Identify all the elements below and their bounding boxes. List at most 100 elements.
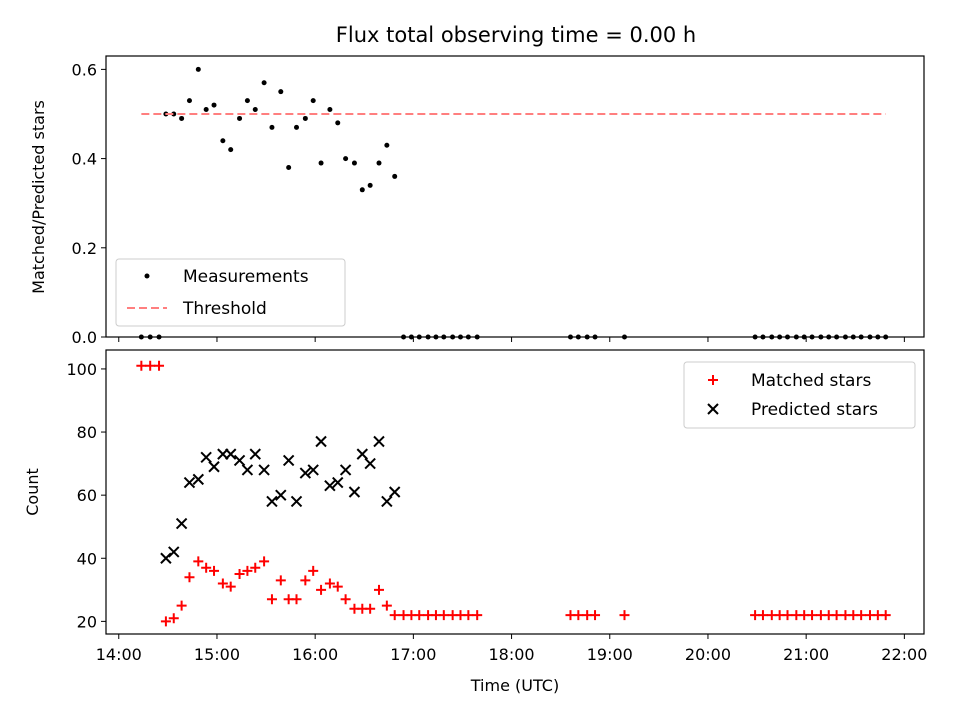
measurement-point <box>211 102 217 108</box>
measurement-point <box>310 98 316 104</box>
matched-star-point <box>275 575 286 586</box>
matched-star-point <box>389 610 400 621</box>
measurement-point <box>186 98 192 104</box>
predicted-star-point <box>356 448 369 460</box>
legend-matched-marker <box>708 375 718 385</box>
predicted-star-point <box>324 479 336 492</box>
measurement-point <box>465 334 471 340</box>
matched-star-point <box>340 594 351 605</box>
x-axis-label: Time (UTC) <box>470 676 559 695</box>
legend-predicted-marker <box>707 403 719 415</box>
measurement-point <box>294 124 300 130</box>
legend-threshold-label: Threshold <box>182 299 267 319</box>
measurement-point <box>367 182 373 188</box>
bottom-y-tick-label: 20 <box>77 612 97 631</box>
matched-star-point <box>168 613 179 624</box>
matched-star-point <box>225 581 236 592</box>
measurement-point <box>384 142 390 148</box>
legend-predicted-label: Predicted stars <box>751 400 878 420</box>
predicted-star-point <box>225 448 237 460</box>
top-y-tick-label: 0.6 <box>72 60 97 79</box>
predicted-star-point <box>388 486 401 498</box>
top-y-tick-label: 0.2 <box>72 239 97 258</box>
measurement-point <box>147 334 153 340</box>
measurement-point <box>408 334 414 340</box>
measurement-point <box>156 334 162 340</box>
matched-star-point <box>145 360 156 371</box>
bottom-legend: Matched stars Predicted stars <box>683 361 916 429</box>
predicted-star-point <box>290 495 303 508</box>
top-panel-frame <box>105 55 925 338</box>
measurement-point <box>179 115 185 121</box>
matched-star-point <box>880 610 891 621</box>
top-y-tick-label: 0.0 <box>72 328 97 347</box>
predicted-star-point <box>332 476 344 489</box>
top-y-tick-label: 0.4 <box>72 150 97 169</box>
measurement-point <box>858 334 864 340</box>
predicted-star-point <box>208 461 220 473</box>
measurement-point <box>769 334 775 340</box>
measurement-point <box>850 334 856 340</box>
predicted-star-point <box>183 476 196 489</box>
measurement-point <box>302 115 308 121</box>
measurement-point <box>875 334 881 340</box>
measurement-point <box>261 80 267 86</box>
legend-measurements-label: Measurements <box>183 267 309 287</box>
matched-star-point <box>373 584 384 595</box>
predicted-star-point <box>168 546 180 558</box>
x-tick-label: 21:00 <box>783 645 829 664</box>
matched-star-point <box>201 562 212 573</box>
predicted-star-point <box>200 451 212 463</box>
matched-star-point <box>438 610 449 621</box>
predicted-star-point <box>381 495 393 508</box>
x-tick-label: 14:00 <box>96 645 142 664</box>
predicted-star-point <box>339 464 352 476</box>
measurement-point <box>793 334 799 340</box>
matched-star-point <box>807 610 818 621</box>
matched-star-point <box>856 610 867 621</box>
measurement-point <box>457 334 463 340</box>
bottom-y-axis-label: Count <box>23 468 42 516</box>
matched-star-point <box>209 565 220 576</box>
predicted-star-point <box>364 457 376 470</box>
matched-star-point <box>217 578 228 589</box>
predicted-star-point <box>175 517 188 530</box>
matched-star-point <box>154 360 165 371</box>
bottom-panel-frame <box>105 349 925 635</box>
measurement-point <box>834 334 840 340</box>
matched-star-point <box>831 610 842 621</box>
predicted-star-point <box>299 467 312 479</box>
predicted-star-point <box>258 464 270 476</box>
measurement-point <box>269 124 275 130</box>
top-panel: 0.0 0.2 0.4 0.6 Matched/Predicted stars Mea… <box>29 55 925 347</box>
matched-star-point <box>259 556 270 567</box>
measurement-point <box>450 334 456 340</box>
matched-star-point <box>332 581 343 592</box>
top-x-ticks <box>118 337 905 342</box>
measurement-point <box>286 165 292 171</box>
x-tick-label: 18:00 <box>489 645 535 664</box>
measurement-point <box>228 147 234 153</box>
x-tick-label: 15:00 <box>194 645 240 664</box>
bottom-legend-box <box>683 361 916 429</box>
matched-star-point <box>757 610 768 621</box>
measurement-point <box>220 138 226 144</box>
x-tick-label: 22:00 <box>881 645 927 664</box>
matched-star-point <box>193 556 204 567</box>
measurement-point <box>425 334 431 340</box>
matched-star-point <box>619 610 630 621</box>
top-marks <box>138 66 889 340</box>
matched-star-point <box>782 610 793 621</box>
matched-star-point <box>414 610 425 621</box>
matched-star-point <box>365 603 376 614</box>
measurement-point <box>584 334 590 340</box>
measurement-point <box>867 334 873 340</box>
matched-star-point <box>300 575 311 586</box>
matched-star-point <box>590 610 601 621</box>
measurement-point <box>760 334 766 340</box>
measurement-point <box>842 334 848 340</box>
measurement-point <box>318 160 324 166</box>
measurement-point <box>441 334 447 340</box>
predicted-star-point <box>241 464 254 476</box>
